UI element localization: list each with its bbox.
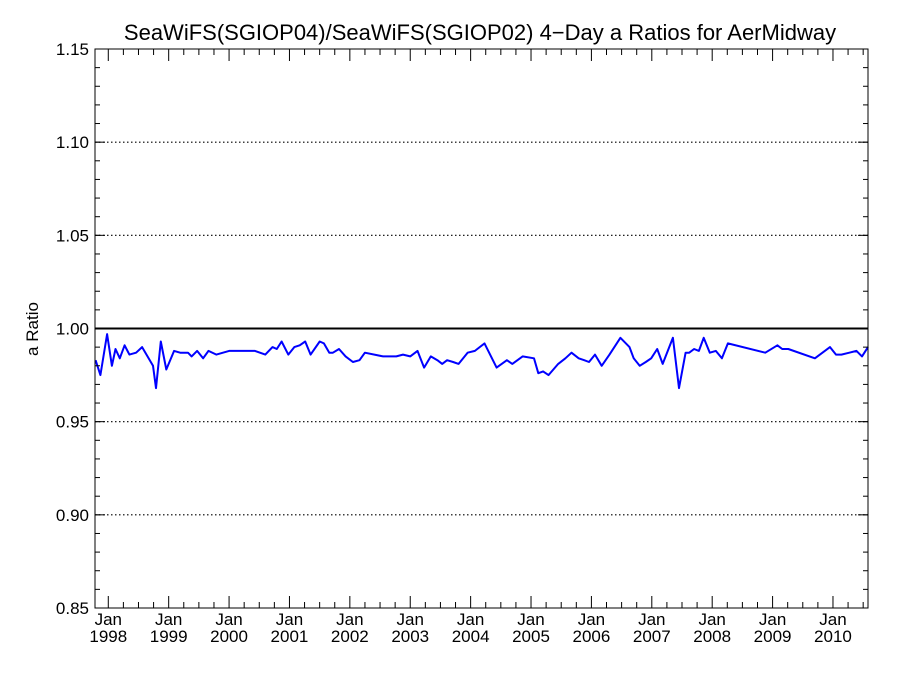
y-tick-label: 1.10 bbox=[56, 133, 89, 152]
x-tick-year: 2007 bbox=[633, 627, 671, 646]
x-tick-month: Jan bbox=[638, 610, 665, 629]
y-tick-labels: 0.85 0.90 0.95 1.00 1.05 1.10 1.15 bbox=[56, 40, 89, 618]
x-tick-year: 1999 bbox=[150, 627, 188, 646]
x-tick-year: 2010 bbox=[814, 627, 852, 646]
x-tick-year: 2000 bbox=[210, 627, 248, 646]
x-tick-month: Jan bbox=[215, 610, 242, 629]
x-tick-month: Jan bbox=[759, 610, 786, 629]
x-tick-year: 2002 bbox=[331, 627, 369, 646]
series-group bbox=[94, 333, 869, 390]
x-tick-year: 1998 bbox=[89, 627, 127, 646]
x-tick-labels: Jan1998Jan1999Jan2000Jan2001Jan2002Jan20… bbox=[89, 610, 852, 646]
x-tick-year: 2008 bbox=[693, 627, 731, 646]
y-tick-label: 0.90 bbox=[56, 506, 89, 525]
x-tick-year: 2005 bbox=[512, 627, 550, 646]
y-tick-label: 0.85 bbox=[56, 599, 89, 618]
x-tick-month: Jan bbox=[276, 610, 303, 629]
x-tick-month: Jan bbox=[517, 610, 544, 629]
x-tick-month: Jan bbox=[155, 610, 182, 629]
y-tick-label: 1.00 bbox=[56, 320, 89, 339]
x-tick-month: Jan bbox=[457, 610, 484, 629]
x-tick-month: Jan bbox=[397, 610, 424, 629]
x-tick-year: 2006 bbox=[572, 627, 610, 646]
tick-marks bbox=[95, 48, 868, 609]
x-tick-month: Jan bbox=[698, 610, 725, 629]
x-tick-year: 2003 bbox=[391, 627, 429, 646]
y-tick-label: 1.15 bbox=[56, 40, 89, 59]
plot-frame bbox=[94, 48, 869, 609]
x-tick-year: 2001 bbox=[271, 627, 309, 646]
chart-title: SeaWiFS(SGIOP04)/SeaWiFS(SGIOP02) 4−Day … bbox=[124, 20, 836, 45]
grid-lines bbox=[95, 141, 868, 516]
x-tick-month: Jan bbox=[819, 610, 846, 629]
y-axis-label: a Ratio bbox=[23, 302, 42, 356]
x-tick-year: 2009 bbox=[754, 627, 792, 646]
x-tick-month: Jan bbox=[578, 610, 605, 629]
y-tick-label: 0.95 bbox=[56, 413, 89, 432]
y-tick-label: 1.05 bbox=[56, 226, 89, 245]
x-tick-year: 2004 bbox=[452, 627, 490, 646]
x-tick-month: Jan bbox=[95, 610, 122, 629]
x-tick-month: Jan bbox=[336, 610, 363, 629]
series-line bbox=[94, 333, 869, 390]
